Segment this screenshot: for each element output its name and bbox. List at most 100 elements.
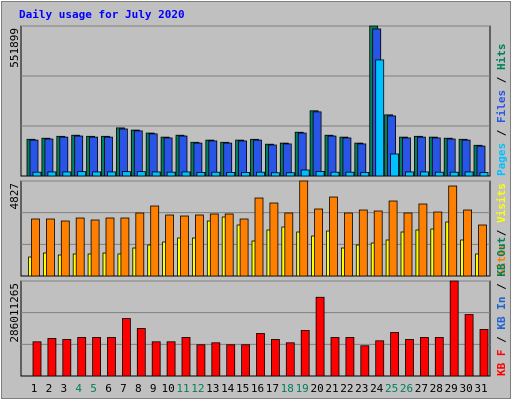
x-tick-label: 5 bbox=[90, 382, 97, 395]
bar bbox=[345, 337, 355, 377]
x-tick-label: 30 bbox=[459, 382, 472, 395]
bar bbox=[461, 139, 471, 177]
bar bbox=[446, 138, 456, 177]
bar bbox=[419, 171, 429, 177]
bar bbox=[270, 339, 280, 377]
bar bbox=[315, 296, 325, 377]
bar bbox=[122, 318, 131, 377]
bar bbox=[166, 171, 176, 177]
legend-entry: KB F bbox=[495, 350, 508, 377]
bar bbox=[163, 137, 173, 177]
bar bbox=[416, 136, 426, 177]
bar bbox=[315, 170, 325, 177]
x-tick-label: 10 bbox=[161, 382, 174, 395]
bar bbox=[479, 329, 489, 377]
legend-separator: / bbox=[495, 123, 508, 143]
x-tick-label: 28 bbox=[430, 382, 443, 395]
legend-entry: Sites bbox=[495, 243, 508, 276]
x-tick-label: 18 bbox=[281, 382, 294, 395]
legend-entry: KB Out bbox=[495, 237, 508, 277]
x-tick-label: 7 bbox=[120, 382, 127, 395]
bar bbox=[297, 132, 307, 177]
bar bbox=[390, 153, 400, 177]
bar bbox=[476, 145, 486, 177]
bar bbox=[241, 172, 251, 177]
legend: KB F / KB In / KB Out bbox=[495, 237, 508, 376]
legend-entry: Files bbox=[495, 90, 508, 123]
bar bbox=[357, 143, 367, 177]
legend-separator: / bbox=[495, 277, 508, 297]
bar bbox=[402, 137, 411, 177]
bar bbox=[329, 196, 338, 277]
bar bbox=[375, 59, 385, 177]
bar bbox=[211, 171, 221, 177]
bar bbox=[196, 344, 206, 377]
bar bbox=[360, 345, 370, 377]
bar bbox=[178, 135, 188, 177]
bar bbox=[29, 139, 39, 177]
bar bbox=[77, 171, 87, 177]
bar bbox=[107, 337, 116, 377]
x-tick-label: 15 bbox=[236, 382, 249, 395]
bar bbox=[358, 209, 368, 277]
bar bbox=[151, 341, 161, 377]
bar bbox=[270, 172, 280, 177]
y-tick-label: 4827 bbox=[8, 183, 21, 210]
legend-entry: KB In bbox=[495, 297, 508, 330]
legend-entry: Hits bbox=[495, 44, 508, 71]
bar bbox=[330, 171, 340, 177]
bar bbox=[224, 213, 234, 277]
x-tick-label: 11 bbox=[176, 382, 189, 395]
bar bbox=[46, 218, 55, 277]
bar bbox=[403, 212, 413, 277]
bar bbox=[136, 171, 146, 177]
x-tick-label: 21 bbox=[325, 382, 338, 395]
bar bbox=[299, 180, 309, 277]
bar bbox=[92, 337, 101, 377]
bar bbox=[32, 171, 42, 177]
bar bbox=[151, 171, 161, 177]
bar bbox=[388, 200, 398, 277]
bar bbox=[77, 337, 87, 377]
bar bbox=[136, 328, 146, 377]
bar bbox=[62, 339, 72, 377]
bar bbox=[226, 172, 236, 177]
bar bbox=[223, 142, 233, 177]
x-tick-label: 19 bbox=[296, 382, 309, 395]
bar bbox=[434, 171, 444, 177]
legend-separator: / bbox=[495, 223, 508, 243]
bar bbox=[62, 171, 72, 177]
bar bbox=[330, 337, 340, 377]
bar bbox=[360, 172, 370, 177]
bar bbox=[32, 341, 42, 377]
x-tick-label: 2 bbox=[46, 382, 53, 395]
x-tick-label: 31 bbox=[474, 382, 487, 395]
x-tick-label: 23 bbox=[355, 382, 368, 395]
bar bbox=[194, 214, 204, 277]
y-tick-label: 286011265 bbox=[8, 283, 21, 343]
legend: Pages / Files / Hits bbox=[495, 44, 508, 177]
legend-entry: Pages bbox=[495, 143, 508, 176]
bar bbox=[300, 169, 310, 177]
bar bbox=[60, 220, 70, 277]
x-tick-label: 16 bbox=[251, 382, 264, 395]
x-tick-label: 25 bbox=[385, 382, 398, 395]
bar bbox=[74, 135, 84, 177]
bar bbox=[390, 332, 400, 377]
x-tick-label: 24 bbox=[370, 382, 384, 395]
bar bbox=[253, 139, 262, 177]
x-tick-label: 14 bbox=[221, 382, 235, 395]
bar bbox=[342, 137, 352, 177]
bar bbox=[89, 136, 98, 177]
x-tick-label: 4 bbox=[75, 382, 82, 395]
bar bbox=[92, 171, 101, 177]
x-tick-label: 17 bbox=[266, 382, 279, 395]
bar bbox=[282, 143, 292, 177]
bar bbox=[448, 185, 458, 277]
bar bbox=[107, 171, 116, 177]
x-tick-label: 3 bbox=[60, 382, 67, 395]
bar bbox=[47, 338, 57, 377]
